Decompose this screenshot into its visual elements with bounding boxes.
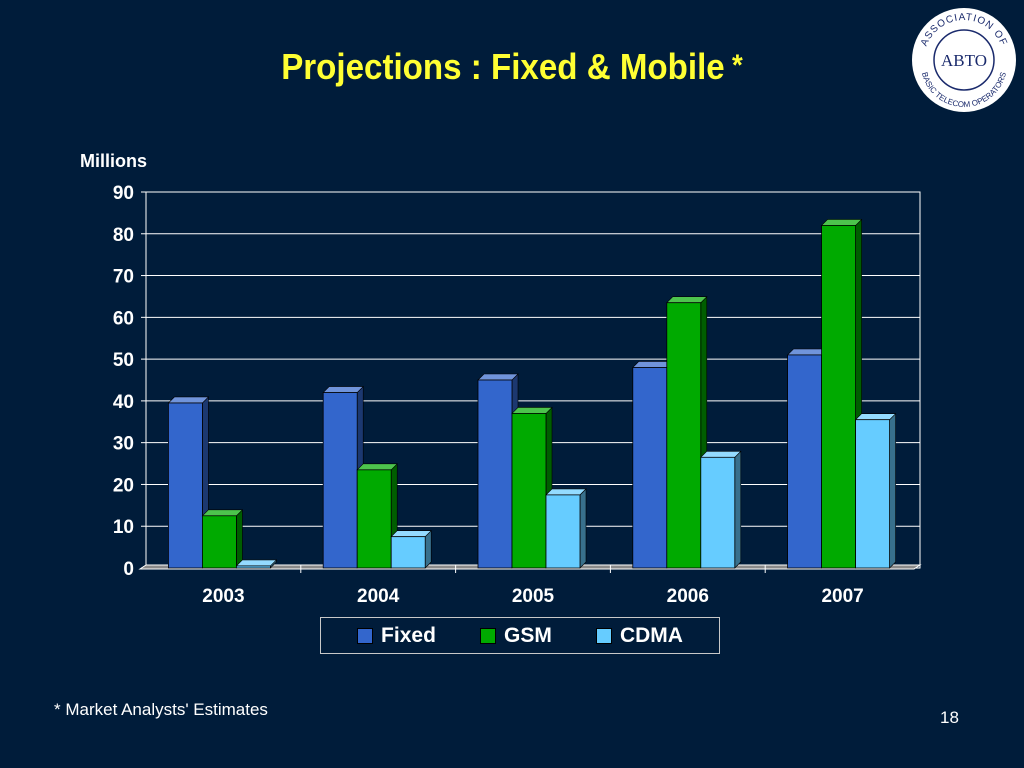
bar-front <box>322 392 358 569</box>
y-tick-label: 90 <box>113 183 134 204</box>
bar-top <box>854 413 897 420</box>
bar-side <box>579 488 587 569</box>
bar-front <box>167 402 203 569</box>
bar-top <box>511 407 553 414</box>
bar-top <box>235 559 278 567</box>
x-tick-label-2004: 2004 <box>357 586 400 607</box>
y-tick-label: 40 <box>113 392 134 413</box>
x-tick-label-2005: 2005 <box>512 586 555 607</box>
page-title: Projections : Fixed & Mobile * <box>41 46 983 88</box>
bar-cdma-2005 <box>545 488 587 569</box>
logo-center-text: ABTO <box>941 51 987 70</box>
legend-label-gsm: GSM <box>504 623 552 647</box>
bar-front <box>390 536 426 569</box>
bar-front <box>477 379 513 569</box>
bar-top <box>477 373 519 381</box>
x-tick-label-2003: 2003 <box>202 586 244 607</box>
y-axis-label: Millions <box>80 151 147 171</box>
y-tick-label: 70 <box>113 267 134 288</box>
bar-top <box>545 488 587 496</box>
y-tick-label: 0 <box>123 559 134 580</box>
footnote: * Market Analysts' Estimates <box>54 700 268 719</box>
legend-item-cdma: CDMA <box>595 623 683 648</box>
title-asterisk: * <box>732 49 743 82</box>
y-tick-label: 30 <box>113 434 134 455</box>
title-text: Projections : Fixed & Mobile <box>281 46 725 87</box>
y-tick-label: 50 <box>113 350 134 371</box>
bar-front <box>545 494 581 569</box>
bar-front <box>511 413 547 569</box>
bar-front <box>666 302 702 569</box>
bar-top <box>666 296 708 304</box>
bar-gsm-2003 <box>201 509 244 569</box>
bar-cdma-2006 <box>700 450 742 569</box>
bar-front <box>632 367 668 569</box>
bar-top <box>700 450 742 458</box>
abto-logo: ABTO ASSOCIATION OF BASIC TELECOM OPERAT… <box>912 8 1016 112</box>
bar-front <box>235 565 271 569</box>
bar-top <box>201 509 244 517</box>
legend-label-cdma: CDMA <box>619 623 683 647</box>
x-tick-label-2007: 2007 <box>821 586 863 607</box>
bar-cdma-2007 <box>854 412 897 569</box>
legend-item-gsm: GSM <box>480 624 552 648</box>
legend-item-fixed: Fixed <box>357 624 436 648</box>
bar-top <box>390 530 432 537</box>
legend-swatch-fixed <box>357 627 374 644</box>
bar-front <box>356 469 392 569</box>
bar-cdma-2004 <box>390 529 432 569</box>
bar-top <box>167 396 210 404</box>
y-tick-label: 10 <box>113 517 134 538</box>
bar-side <box>424 529 432 569</box>
bar-gsm-2007 <box>820 218 863 569</box>
bar-front <box>787 354 822 569</box>
bar-top <box>322 386 364 393</box>
bar-side <box>734 450 742 569</box>
legend-label-fixed: Fixed <box>381 623 436 647</box>
bar-side <box>236 509 243 569</box>
bar-top <box>820 219 863 226</box>
bar-top <box>356 463 398 471</box>
x-tick-label-2006: 2006 <box>667 586 709 607</box>
chart-legend: Fixed GSM CDMA <box>320 617 720 654</box>
bar-front <box>855 419 890 569</box>
legend-swatch-gsm <box>480 627 496 644</box>
bar-front <box>700 456 736 569</box>
bar-front <box>201 515 237 569</box>
y-tick-label: 60 <box>113 308 134 329</box>
page-number: 18 <box>940 708 959 727</box>
bar-cdma-2003 <box>235 559 278 569</box>
bar-fixed-2004 <box>322 385 364 569</box>
y-tick-label: 80 <box>113 225 134 246</box>
legend-swatch-cdma <box>595 627 612 644</box>
bar-front <box>821 225 856 569</box>
y-tick-label: 20 <box>113 475 134 496</box>
bar-side <box>889 412 896 569</box>
